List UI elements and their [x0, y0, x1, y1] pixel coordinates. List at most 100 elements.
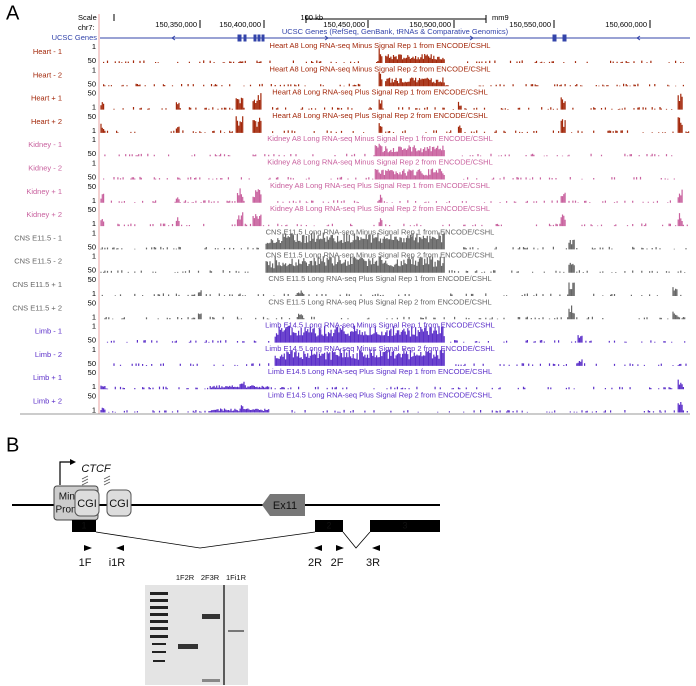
signal — [106, 325, 686, 343]
exon-box — [72, 520, 96, 532]
track-label: Limb + 2 — [33, 396, 62, 405]
ctcf-label: CTCF — [81, 463, 112, 475]
gel-lanes: 1F2R 2F3R 1Fi1R — [176, 573, 247, 582]
scale-bottom-label: 50 — [88, 242, 96, 251]
tss-arrow — [59, 461, 70, 485]
signal — [100, 188, 683, 203]
ctcf-sites — [81, 475, 111, 486]
signal — [103, 168, 675, 180]
scale-bottom-label: 1 — [92, 382, 96, 391]
scale-top-label: 1 — [92, 135, 96, 144]
track-label: Limb + 1 — [33, 373, 62, 382]
coordinate-label: 150,550,000 — [509, 20, 551, 29]
track-label: Kidney - 1 — [28, 140, 62, 149]
scale-top-label: 50 — [88, 391, 96, 400]
track-label: Kidney - 2 — [28, 163, 62, 172]
track-description: Heart A8 Long RNA-seq Plus Signal Rep 2 … — [272, 111, 488, 120]
track-label: Heart - 2 — [33, 70, 62, 79]
track-description: Kidney A8 Long RNA-seq Minus Signal Rep … — [267, 157, 493, 166]
track-description: Limb E14.5 Long RNA-seq Minus Signal Rep… — [265, 321, 495, 330]
scale-top-label: 1 — [92, 322, 96, 331]
track-description: Limb E14.5 Long RNA-seq Minus Signal Rep… — [265, 344, 495, 353]
scale-top-label: 1 — [92, 345, 96, 354]
panel-label: B — [6, 434, 19, 456]
scale-top-label: 50 — [88, 112, 96, 121]
primer-label: 1F — [79, 557, 92, 569]
scale-top-label: 1 — [92, 252, 96, 261]
scale-top-label: 1 — [92, 65, 96, 74]
track-label: Heart - 1 — [33, 47, 62, 56]
signal — [100, 93, 683, 110]
exon-box — [370, 520, 440, 532]
scale-label: Scale — [78, 13, 97, 22]
track-description: Heart A8 Long RNA-seq Plus Signal Rep 1 … — [272, 88, 488, 97]
genes-track-label: UCSC Genes — [52, 33, 98, 42]
exon-label: 2 — [326, 520, 331, 530]
cgi-label: CGI — [109, 498, 129, 510]
track-label: Kidney + 2 — [26, 210, 62, 219]
signal — [101, 282, 682, 296]
primer-label: 2F — [331, 557, 344, 569]
scale-top-label: 50 — [88, 89, 96, 98]
signal — [100, 232, 687, 250]
signal — [100, 402, 688, 413]
track-label: Limb - 1 — [35, 327, 62, 336]
track-description: CNS E11.5 Long RNA-seq Minus Signal Rep … — [266, 251, 495, 260]
lane-label: 1F2R — [176, 573, 195, 582]
track-label: CNS E11.5 + 1 — [12, 280, 62, 289]
primers: 1F i1R 2R 2F 3R — [79, 545, 380, 569]
genes-track-description: UCSC Genes (RefSeq, GenBank, tRNAs & Com… — [282, 27, 509, 36]
scale-bottom-label: 1 — [92, 405, 96, 414]
track-description: Heart A8 Long RNA-seq Minus Signal Rep 2… — [270, 64, 491, 73]
scale-bottom-label: 1 — [92, 196, 96, 205]
chrom-label: chr7: — [78, 23, 95, 32]
track-label: Limb - 2 — [35, 350, 62, 359]
track-label: Kidney + 1 — [26, 187, 62, 196]
cgi-box — [74, 489, 100, 517]
primer-arrow — [372, 545, 380, 551]
track-label: CNS E11.5 - 2 — [14, 257, 62, 266]
signal — [100, 212, 688, 227]
scale-bottom-label: 1 — [92, 219, 96, 228]
lane-label: 1Fi1R — [226, 573, 247, 582]
signal — [104, 305, 686, 320]
assembly-label: mm9 — [492, 13, 509, 22]
coordinate-label: 150,600,000 — [605, 20, 647, 29]
coordinates: 150,350,000 150,400,000 150,450,000 150,500… — [155, 20, 651, 29]
track-description: CNS E11.5 Long RNA-seq Minus Signal Rep … — [266, 227, 495, 236]
signal — [104, 143, 673, 157]
signal — [100, 116, 690, 133]
track-label: CNS E11.5 + 2 — [12, 303, 62, 312]
track-description: Heart A8 Long RNA-seq Minus Signal Rep 1… — [270, 41, 491, 50]
gene-track — [100, 34, 690, 42]
track-description: Kidney A8 Long RNA-seq Plus Signal Rep 1… — [270, 181, 490, 190]
tss-arrow-head — [70, 459, 76, 465]
track-description: Kidney A8 Long RNA-seq Plus Signal Rep 2… — [270, 204, 490, 213]
scale-bottom-label: 50 — [88, 56, 96, 65]
coordinate-label: 150,350,000 — [155, 20, 197, 29]
cgi-box — [106, 489, 132, 517]
scale-top-label: 1 — [92, 158, 96, 167]
scale-bottom-label: 50 — [88, 266, 96, 275]
track-label: Heart + 2 — [31, 117, 62, 126]
track-description: Kidney A8 Long RNA-seq Minus Signal Rep … — [267, 134, 493, 143]
scale-top-label: 1 — [92, 42, 96, 51]
panel-label: A — [6, 2, 20, 24]
scale-top-label: 50 — [88, 205, 96, 214]
track-label: CNS E11.5 - 1 — [14, 233, 62, 242]
track-description: CNS E11.5 Long RNA-seq Plus Signal Rep 1… — [268, 274, 491, 283]
cgi-label: CGI — [77, 498, 97, 510]
splice-lines — [95, 531, 371, 549]
primer-arrow — [336, 545, 344, 551]
coordinate-label: 150,400,000 — [219, 20, 261, 29]
primer-label: i1R — [109, 557, 126, 569]
scale-bottom-label: 1 — [92, 289, 96, 298]
coordinate-label: 150,500,000 — [409, 20, 451, 29]
scale-bottom-label: 50 — [88, 79, 96, 88]
signal — [100, 379, 684, 390]
scale-bottom-label: 50 — [88, 149, 96, 158]
signal — [103, 48, 684, 63]
scale-top-label: 50 — [88, 368, 96, 377]
scale-bottom-label: 50 — [88, 359, 96, 368]
